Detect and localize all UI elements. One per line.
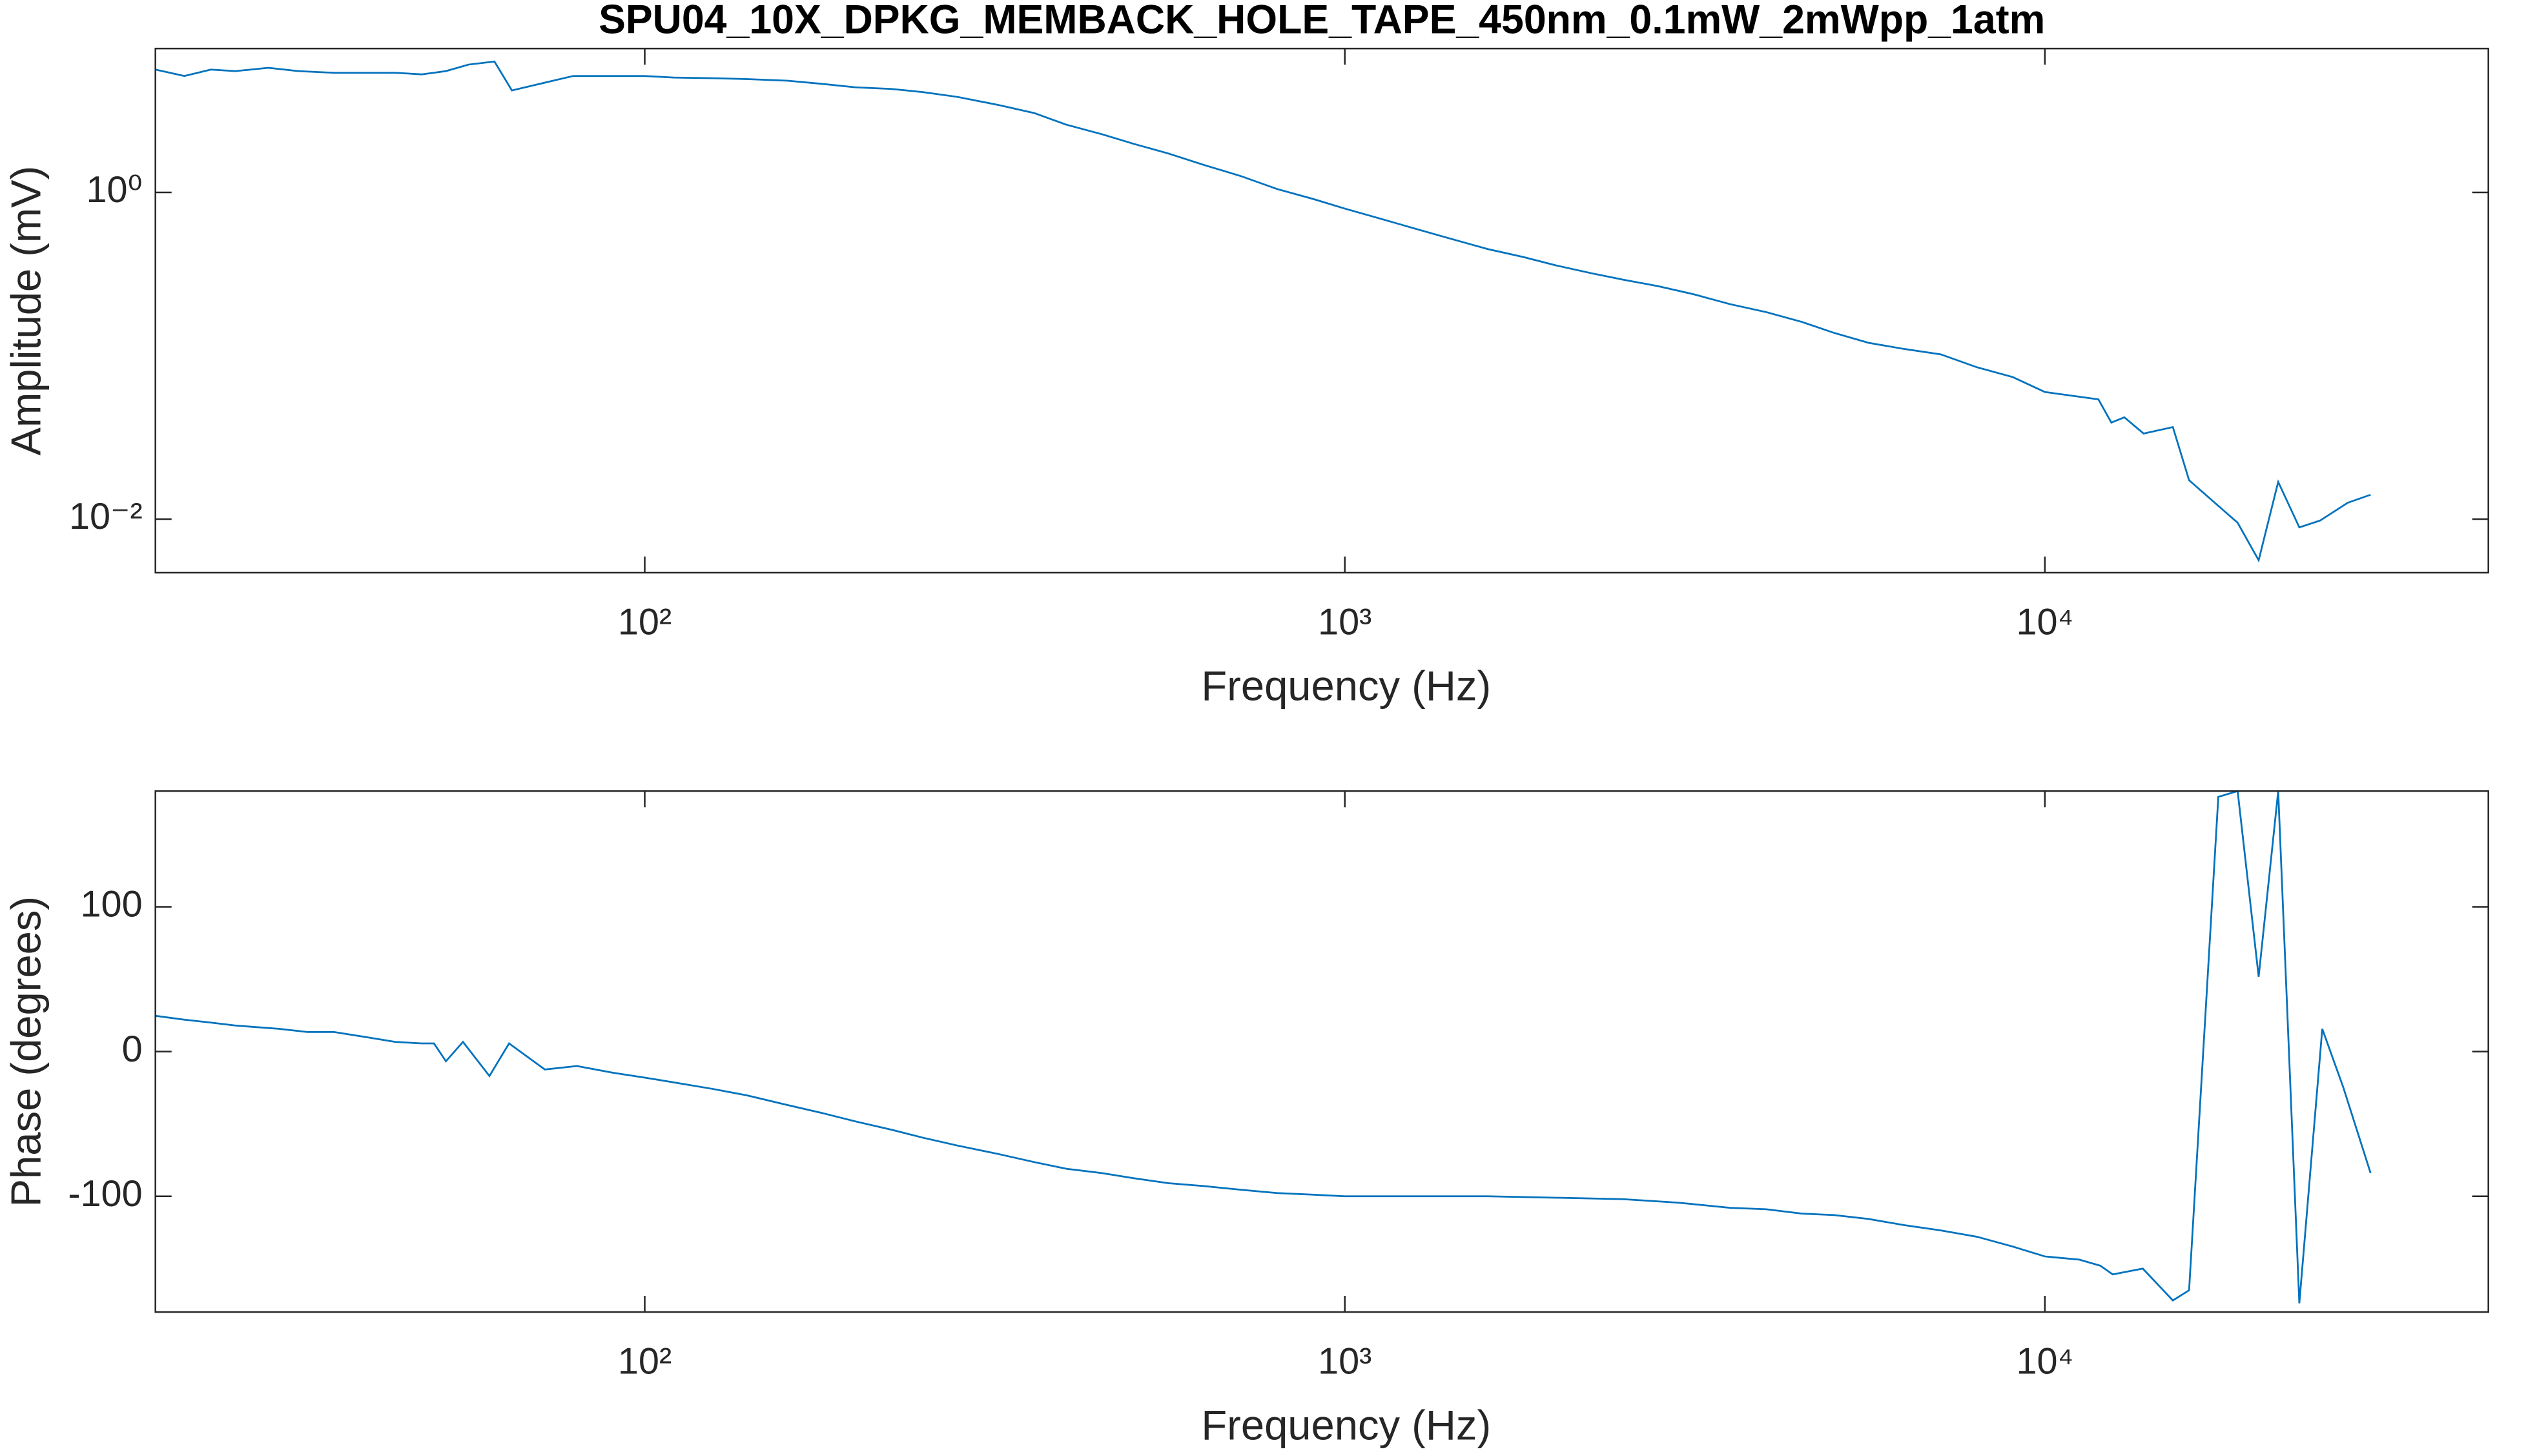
y-tick-label: 10⁰	[86, 169, 142, 210]
plot-area	[155, 48, 2489, 573]
x-axis-label: Frequency (Hz)	[1201, 1402, 1491, 1449]
x-tick-label: 10³	[1318, 601, 1371, 642]
y-tick-label: 10⁻²	[69, 496, 143, 537]
chart-title: SPU04_10X_DPKG_MEMBACK_HOLE_TAPE_450nm_0…	[599, 0, 2045, 43]
axes-box	[154, 47, 2489, 574]
x-tick-label: 10²	[618, 1340, 672, 1382]
x-tick-label: 10³	[1318, 1340, 1371, 1382]
x-tick-label: 10⁴	[2016, 601, 2073, 642]
x-tick-label: 10⁴	[2016, 1340, 2073, 1382]
plot-area	[155, 791, 2489, 1313]
y-tick-label: 100	[81, 884, 143, 925]
data-line	[155, 60, 2371, 563]
y-axis-label: Phase (degrees)	[2, 896, 49, 1207]
x-axis-label: Frequency (Hz)	[1201, 662, 1491, 710]
data-line	[155, 791, 2372, 1304]
y-tick-label: -100	[68, 1173, 142, 1215]
x-tick-label: 10²	[618, 601, 672, 642]
y-tick-label: 0	[122, 1029, 143, 1070]
y-axis-label: Amplitude (mV)	[2, 166, 49, 456]
